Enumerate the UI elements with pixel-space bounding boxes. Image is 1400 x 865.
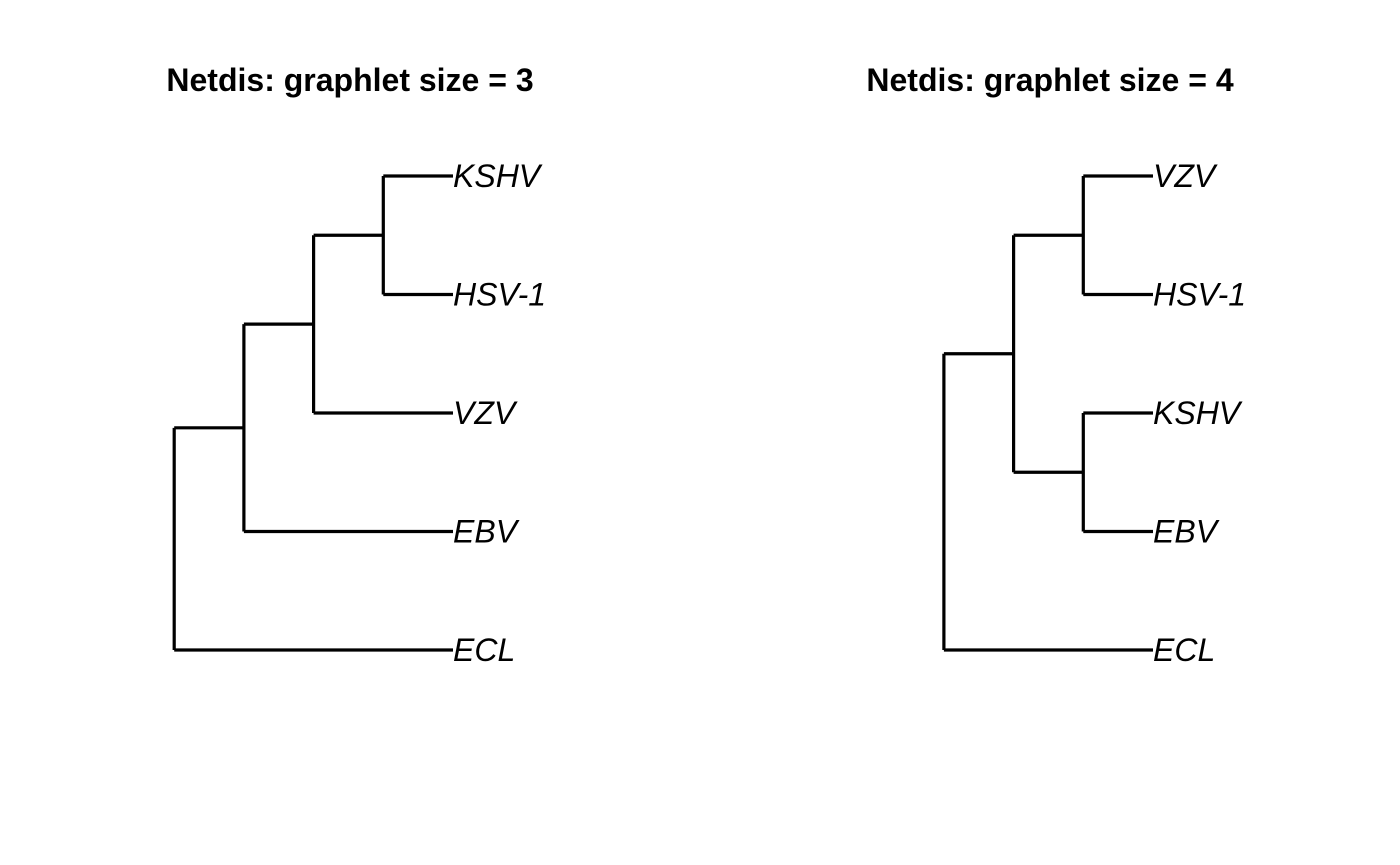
- leaf-label: HSV-1: [453, 277, 546, 313]
- panel-title: Netdis: graphlet size = 4: [866, 62, 1234, 98]
- dendrogram: VZV HSV-1 KSHV EBV ECL: [942, 158, 1246, 668]
- leaf-label: KSHV: [453, 158, 543, 194]
- panel-title: Netdis: graphlet size = 3: [166, 62, 534, 98]
- leaf-label: KSHV: [1153, 395, 1243, 431]
- leaf-label: EBV: [453, 514, 520, 550]
- dendrogram-panel-graphlet-4: Netdis: graphlet size = 4 VZV HSV-1 KSHV EB…: [700, 0, 1400, 865]
- leaf-label: ECL: [1153, 632, 1215, 668]
- leaf-label: VZV: [1153, 158, 1218, 194]
- leaf-label: EBV: [1153, 514, 1220, 550]
- leaf-label: VZV: [453, 395, 518, 431]
- leaf-label: ECL: [453, 632, 515, 668]
- dendrogram: KSHV HSV-1 VZV EBV ECL: [172, 158, 546, 668]
- dendrogram-panel-graphlet-3: Netdis: graphlet size = 3 KSHV HSV-1 VZV EB…: [166, 62, 546, 668]
- leaf-label: HSV-1: [1153, 277, 1246, 313]
